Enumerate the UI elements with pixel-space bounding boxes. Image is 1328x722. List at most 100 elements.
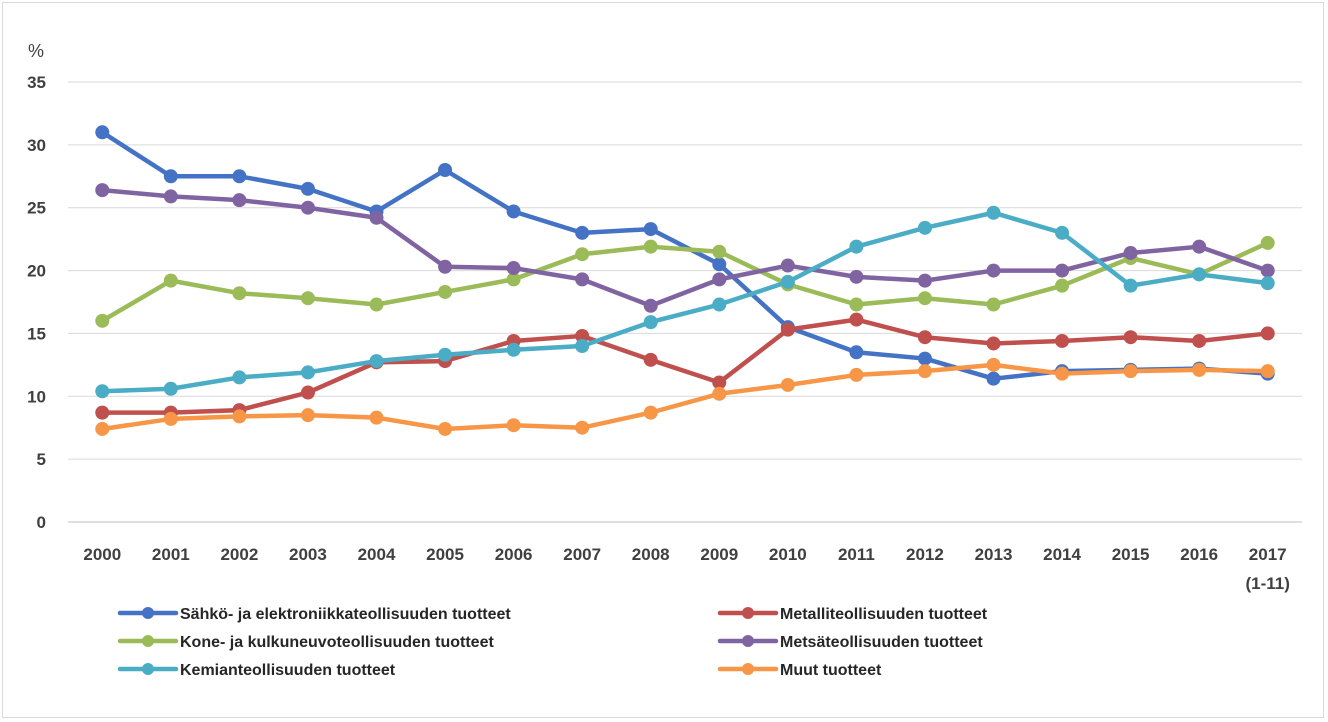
data-point — [163, 189, 178, 204]
series-lines — [95, 125, 1275, 436]
x-tick-label: 2014 — [1043, 545, 1081, 564]
data-point — [986, 336, 1001, 351]
data-point — [369, 410, 384, 425]
legend-marker — [142, 607, 154, 619]
data-point — [163, 381, 178, 396]
legend-marker — [142, 663, 154, 675]
data-point — [506, 342, 521, 357]
data-point — [232, 286, 247, 301]
x-tick-label: 2016 — [1180, 545, 1218, 564]
x-tick-label: 2002 — [220, 545, 258, 564]
data-point — [643, 315, 658, 330]
x-tick-label: 2004 — [358, 545, 396, 564]
x-tick-label: 2013 — [975, 545, 1013, 564]
series-3 — [95, 183, 1275, 313]
legend-marker — [742, 607, 754, 619]
data-point — [506, 418, 521, 433]
data-point — [506, 272, 521, 287]
data-point — [849, 269, 864, 284]
data-point — [986, 263, 1001, 278]
data-point — [917, 351, 932, 366]
series-line — [100, 317, 1270, 415]
data-point — [95, 421, 110, 436]
series-line — [100, 240, 1270, 324]
data-point — [232, 193, 247, 208]
data-point — [369, 354, 384, 369]
data-point — [300, 365, 315, 380]
data-point — [986, 205, 1001, 220]
legend-item: Muut tuotteet — [717, 662, 882, 679]
x-tick-label: 2001 — [152, 545, 190, 564]
y-tick-label: 20 — [27, 262, 46, 281]
data-point — [643, 298, 658, 313]
data-point — [917, 220, 932, 235]
x-tick-label: 2000 — [83, 545, 121, 564]
data-point — [780, 377, 795, 392]
x-tick-label: 2015 — [1112, 545, 1150, 564]
data-point — [712, 297, 727, 312]
series-line — [100, 362, 1270, 432]
x-tick-label: 2006 — [495, 545, 533, 564]
data-point — [1260, 276, 1275, 291]
x-tick-label: 2008 — [632, 545, 670, 564]
data-point — [95, 313, 110, 328]
data-point — [643, 405, 658, 420]
legend-label: Metalliteollisuuden tuotteet — [780, 606, 988, 623]
y-axis-ticks: 0 5 10 15 20 25 30 35 — [27, 73, 46, 532]
data-point — [232, 370, 247, 385]
data-point — [1260, 263, 1275, 278]
series-5 — [95, 357, 1275, 436]
y-tick-label: 5 — [37, 450, 46, 469]
data-point — [917, 291, 932, 306]
data-point — [712, 272, 727, 287]
legend-item: Kone- ja kulkuneuvoteollisuuden tuotteet — [117, 634, 494, 651]
x-tick-label: 2011 — [838, 545, 875, 564]
data-point — [780, 322, 795, 337]
series-line — [100, 130, 1270, 381]
data-point — [1192, 239, 1207, 254]
data-point — [1055, 333, 1070, 348]
legend-label: Kemianteollisuuden tuotteet — [180, 662, 396, 679]
data-point — [369, 297, 384, 312]
data-point — [986, 297, 1001, 312]
data-point — [300, 385, 315, 400]
data-point — [575, 420, 590, 435]
data-point — [438, 259, 453, 274]
x-tick-label: 2005 — [426, 545, 464, 564]
data-point — [1260, 235, 1275, 250]
data-point — [643, 239, 658, 254]
data-point — [95, 183, 110, 198]
legend-item: Sähkö- ja elektroniikkateollisuuden tuot… — [117, 606, 511, 623]
data-point — [712, 386, 727, 401]
data-point — [232, 169, 247, 184]
data-point — [849, 297, 864, 312]
legend-label: Kone- ja kulkuneuvoteollisuuden tuotteet — [180, 634, 494, 651]
data-point — [575, 272, 590, 287]
data-point — [575, 328, 590, 343]
x-tick-label: 2012 — [906, 545, 944, 564]
data-point — [849, 239, 864, 254]
x-tick-label: 2017 — [1249, 545, 1287, 564]
data-point — [95, 384, 110, 399]
y-tick-label: 30 — [27, 136, 46, 155]
data-point — [163, 273, 178, 288]
legend-item: Kemianteollisuuden tuotteet — [117, 662, 396, 679]
data-point — [643, 352, 658, 367]
legend-label: Metsäteollisuuden tuotteet — [780, 634, 983, 651]
series-4 — [95, 205, 1275, 399]
data-point — [1260, 364, 1275, 379]
series-0 — [95, 125, 1275, 386]
data-point — [369, 210, 384, 225]
x-tick-note: (1-11) — [1246, 574, 1290, 593]
data-point — [575, 339, 590, 353]
data-point — [300, 200, 315, 215]
data-point — [1192, 333, 1207, 348]
legend-marker — [142, 635, 154, 647]
data-point — [438, 163, 453, 177]
data-point — [232, 409, 247, 424]
data-point — [163, 411, 178, 426]
y-unit-label: % — [28, 41, 44, 61]
y-tick-label: 0 — [37, 513, 46, 532]
data-point — [1055, 278, 1070, 293]
